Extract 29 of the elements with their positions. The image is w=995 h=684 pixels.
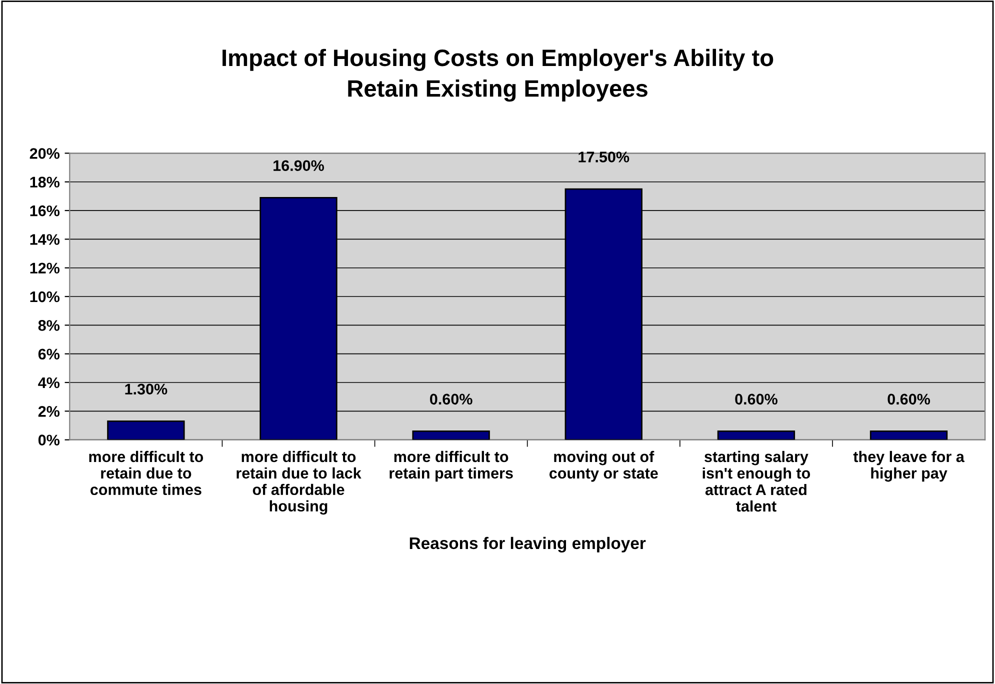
- y-tick-label: 10%: [30, 291, 60, 302]
- x-tick-label: they leave for a higher pay: [853, 450, 964, 482]
- chart-title: Impact of Housing Costs on Employer's Ability to Retain Existing Employees: [222, 48, 774, 102]
- x-tick-label: more difficult to retain part timers: [390, 450, 513, 482]
- y-tick-label: 2%: [38, 406, 60, 417]
- data-label: 0.60%: [430, 394, 472, 405]
- y-tick-label: 14%: [30, 234, 60, 245]
- x-tick-label: starting salary isn't enough to attract A rated talent: [702, 450, 810, 512]
- y-tick-label: 12%: [30, 262, 60, 274]
- data-label: 17.50%: [578, 152, 630, 162]
- x-tick-label: more difficult to retain due to commute times: [89, 450, 204, 496]
- y-tick-label: 6%: [38, 348, 60, 360]
- y-tick-label: 4%: [38, 377, 60, 388]
- y-tick-label: 0%: [38, 434, 60, 446]
- y-tick-label: 20%: [30, 148, 60, 159]
- bar: [870, 430, 948, 440]
- data-label: 0.60%: [735, 394, 778, 405]
- data-label: 16.90%: [274, 160, 324, 172]
- data-label: 0.60%: [888, 394, 930, 405]
- data-label: 1.30%: [125, 384, 168, 395]
- y-tick-label: 18%: [30, 176, 60, 188]
- bar: [717, 430, 796, 440]
- bar: [412, 430, 490, 440]
- x-axis-title: Reasons for leaving employer: [410, 536, 646, 552]
- bar: [107, 420, 185, 440]
- y-tick-label: 16%: [30, 205, 60, 216]
- y-tick-label: 8%: [38, 320, 60, 331]
- x-tick-label: more difficult to retain due to lack of affordable housing: [236, 450, 362, 515]
- x-tick-label: moving out of county or state: [549, 450, 658, 482]
